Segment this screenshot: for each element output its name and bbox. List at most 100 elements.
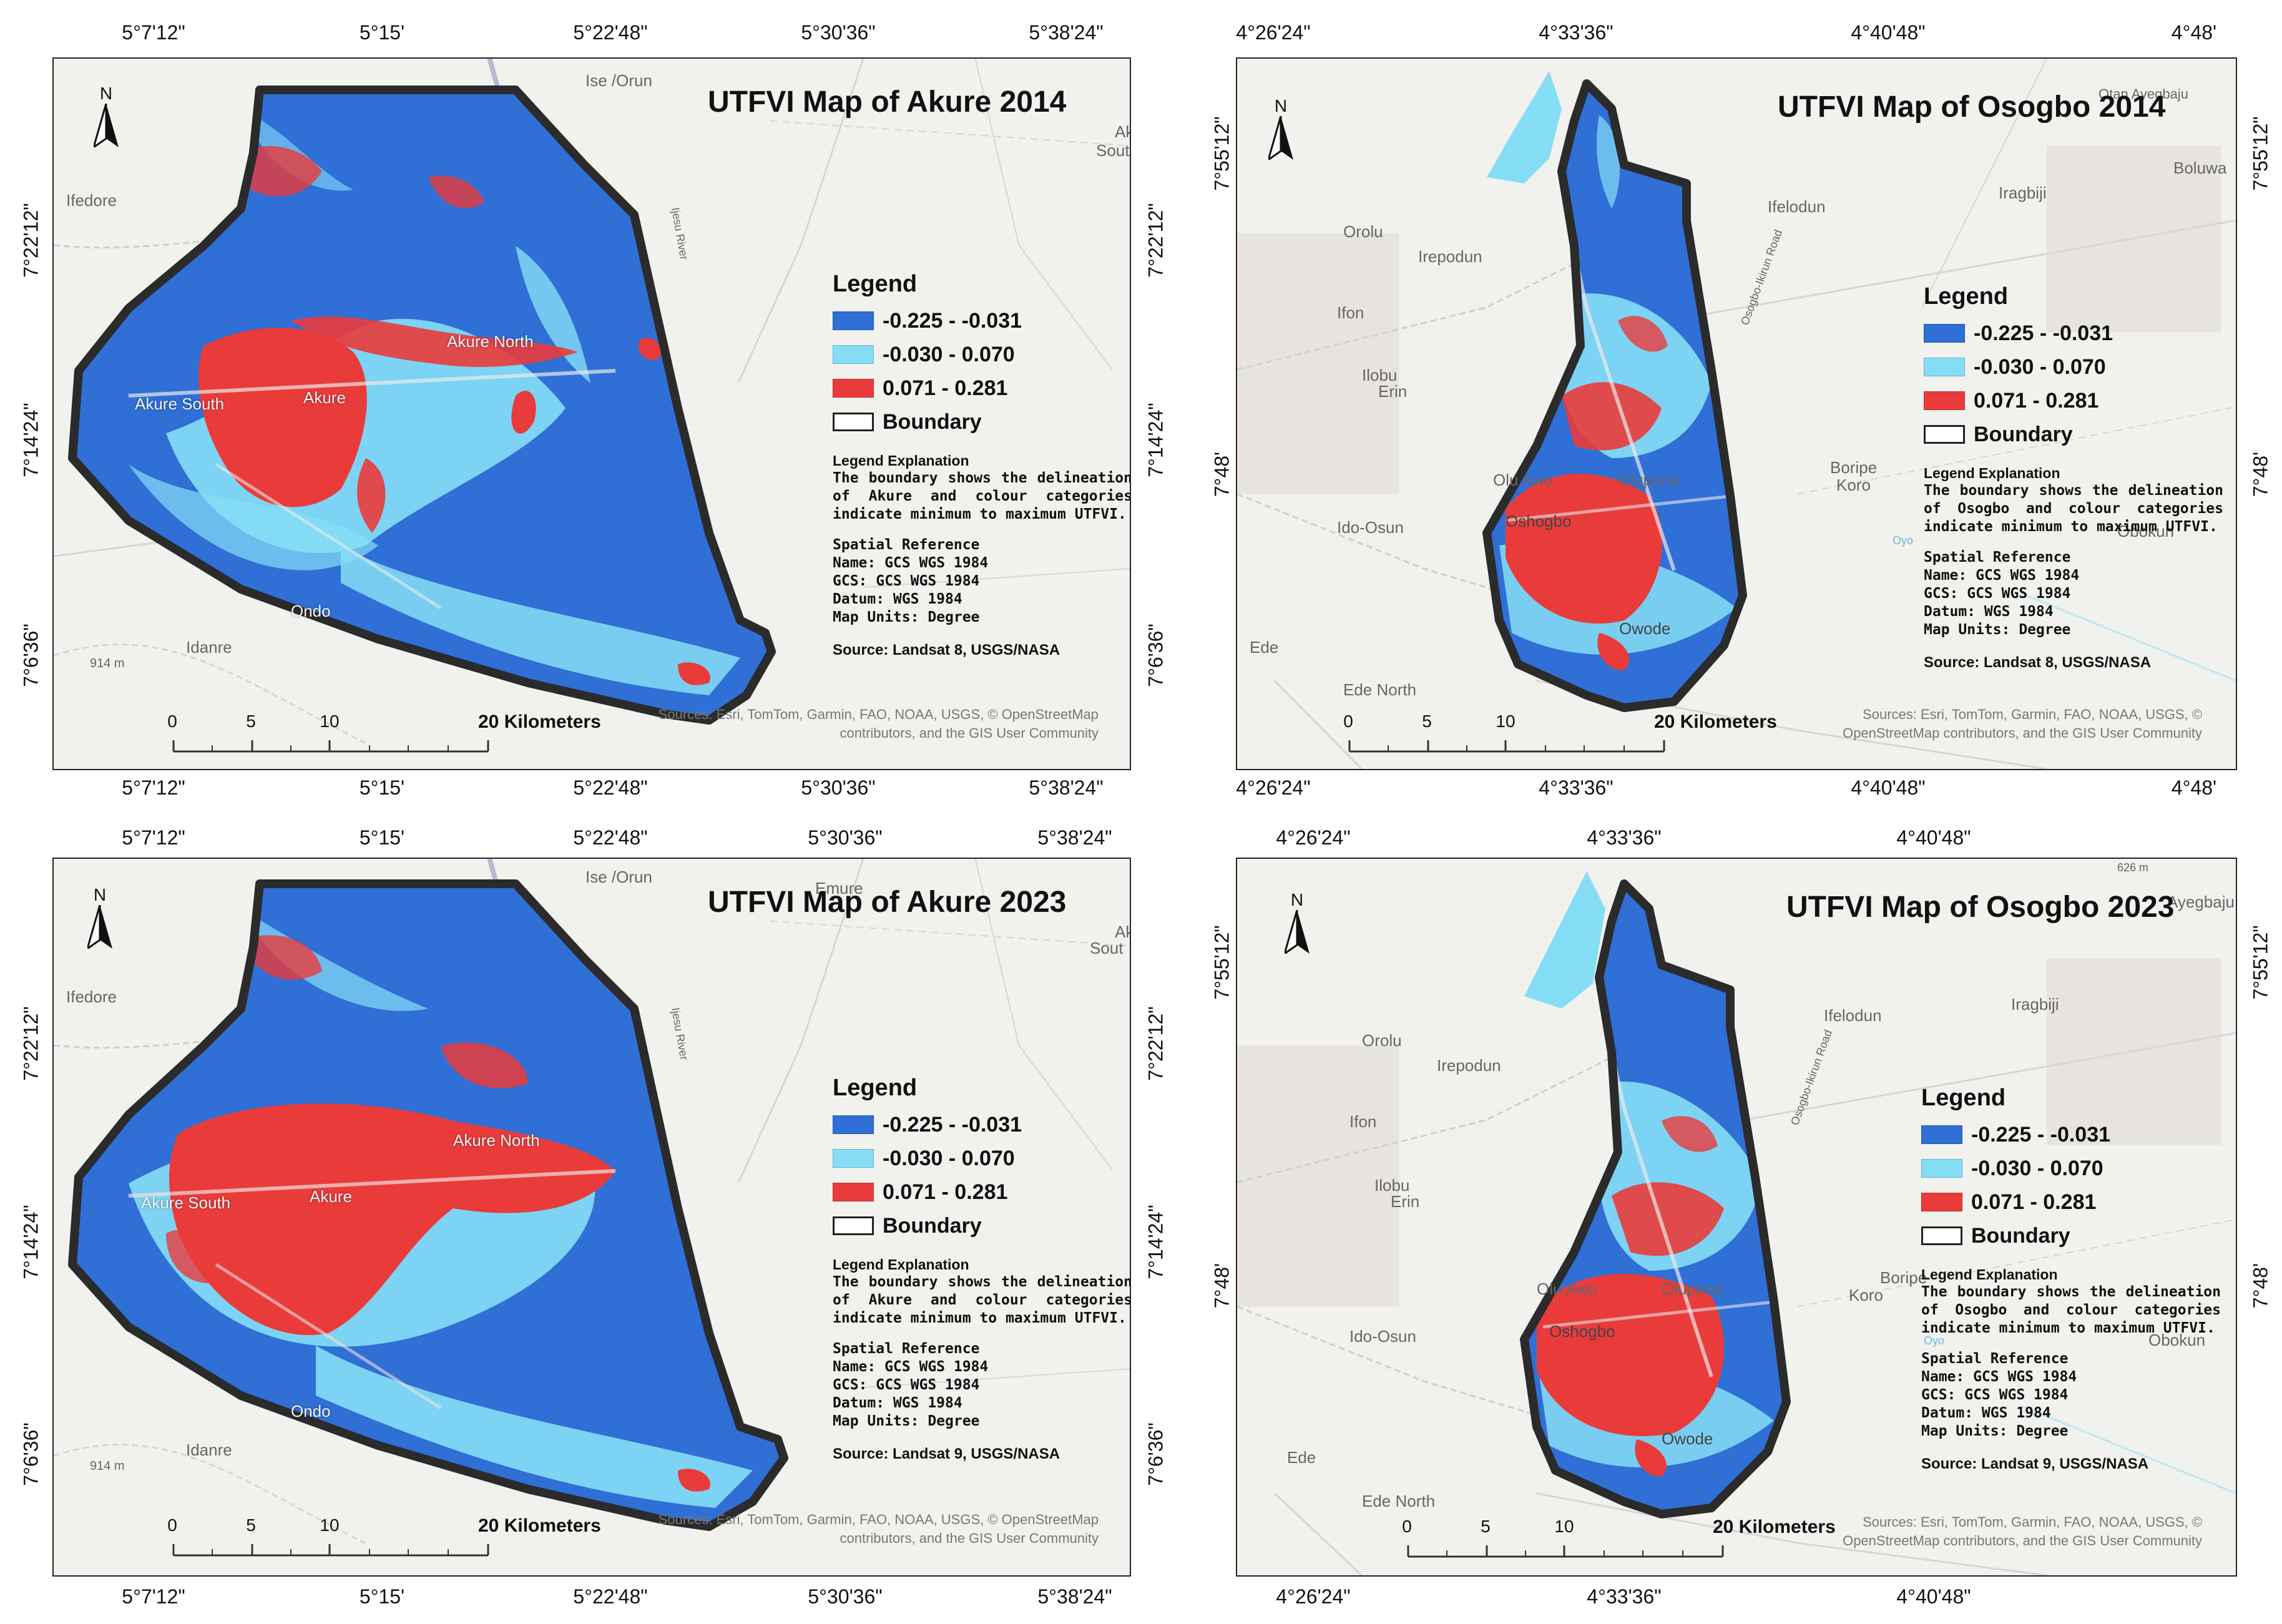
coord-top: 5°15' <box>359 21 405 44</box>
legend-explanation: The boundary shows the delineation of Os… <box>1924 482 2223 535</box>
coord-top: 5°30'36" <box>808 826 883 849</box>
place-label: Olu Awo <box>1493 471 1554 489</box>
coord-bottom: 4°40'48" <box>1851 776 1926 799</box>
legend-item-mid: -0.030 - 0.070 <box>833 338 1130 371</box>
scale-label: 5 <box>1422 712 1432 731</box>
legend-label: -0.225 - -0.031 <box>1974 321 2113 345</box>
coord-right: 7°22'12" <box>1144 1006 1167 1081</box>
legend-item-boundary: Boundary <box>1921 1219 2221 1253</box>
spatial-reference: Spatial Reference Name: GCS WGS 1984 GCS… <box>833 536 1130 627</box>
coord-top: 4°48' <box>2171 21 2217 44</box>
place-label: Orolu <box>1343 222 1383 241</box>
place-label: Ise /Orun <box>585 868 652 886</box>
scale-graphic <box>172 740 489 753</box>
scale-label: 0 <box>167 712 177 731</box>
map-attribution: Sources: Esri, TomTom, Garmin, FAO, NOAA… <box>658 1512 1099 1546</box>
scale-label: 0 <box>1343 712 1353 731</box>
data-source: Source: Landsat 8, USGS/NASA <box>833 642 1060 658</box>
coord-left: 7°6'36" <box>19 624 42 687</box>
legend-title: Legend <box>1921 1085 2006 1111</box>
place-label: Akure <box>303 388 346 407</box>
place-label: Akure North <box>453 1131 540 1150</box>
coord-right: 7°22'12" <box>1144 203 1167 278</box>
spatial-units: Map Units: Degree <box>1921 1423 2069 1439</box>
swatch-low <box>1924 324 1965 343</box>
spatial-gcs: GCS: GCS WGS 1984 <box>833 573 980 589</box>
spatial-reference: Spatial Reference Name: GCS WGS 1984 GCS… <box>833 1340 1130 1431</box>
place-label: Ondo <box>291 602 331 620</box>
swatch-boundary <box>833 1216 874 1235</box>
place-label: 914 m <box>90 657 125 670</box>
legend-item-mid: -0.030 - 0.070 <box>833 1142 1130 1175</box>
place-label: Olupona <box>1662 1279 1723 1298</box>
spatial-name: Name: GCS WGS 1984 <box>1921 1369 2077 1385</box>
place-label: Ise /Orun <box>585 71 652 90</box>
legend-label: -0.030 - 0.070 <box>883 1146 1015 1170</box>
place-label: Ilobu <box>1362 366 1398 384</box>
scale-unit: 20 Kilometers <box>478 712 601 732</box>
coord-bottom: 5°15' <box>359 1585 405 1608</box>
data-source: Source: Landsat 9, USGS/NASA <box>833 1445 1060 1462</box>
north-arrow: N <box>1262 96 1300 171</box>
legend-explanation-title: Legend Explanation <box>833 1256 969 1273</box>
swatch-high <box>833 379 874 398</box>
swatch-low <box>1921 1125 1962 1144</box>
utfvi-raster <box>1482 71 1747 712</box>
coord-top: 5°38'24" <box>1029 21 1104 44</box>
coord-top: 5°22'48" <box>573 21 648 44</box>
spatial-units: Map Units: Degree <box>1924 622 2071 638</box>
legend-explanation-title: Legend Explanation <box>833 452 969 469</box>
coord-top: 5°15' <box>359 826 405 849</box>
coord-right: 7°55'12" <box>2249 116 2272 191</box>
spatial-reference: Spatial Reference Name: GCS WGS 1984 GCS… <box>1921 1350 2221 1441</box>
legend-item-low: -0.225 - -0.031 <box>1921 1118 2221 1152</box>
scale-bar: 0 5 10 20 Kilometers <box>167 712 601 761</box>
place-label: Oyo <box>1893 534 1914 547</box>
legend-label: 0.071 - 0.281 <box>1974 388 2099 413</box>
coord-bottom: 4°33'36" <box>1539 776 1614 799</box>
legend-explanation: The boundary shows the delineation of Ak… <box>833 1274 1131 1326</box>
scale-unit: 20 Kilometers <box>478 1515 601 1536</box>
coord-top: 5°38'24" <box>1037 826 1112 849</box>
legend-item-boundary: Boundary <box>1924 418 2223 451</box>
spatial-gcs: GCS: GCS WGS 1984 <box>1921 1387 2069 1403</box>
spatial-reference-title: Spatial Reference <box>1921 1351 2069 1367</box>
legend-item-low: -0.225 - -0.031 <box>833 1108 1130 1142</box>
swatch-mid <box>833 1149 874 1168</box>
place-label: Ifedore <box>66 987 117 1006</box>
north-arrow: N <box>81 885 119 960</box>
place-label: Otan Ayegbaju <box>2098 86 2188 102</box>
place-label: Olupona <box>1618 471 1680 489</box>
place-label: Erin <box>1378 382 1408 401</box>
map-frame: Ise /Orun Emure Ak Sout Ifedore Akure No… <box>52 858 1131 1577</box>
data-source: Source: Landsat 8, USGS/NASA <box>1924 654 2152 671</box>
coord-top: 4°40'48" <box>1851 21 1926 44</box>
swatch-high <box>833 1183 874 1201</box>
place-label: Ak <box>1115 922 1130 941</box>
coord-top: 5°22'48" <box>573 826 648 849</box>
legend-title: Legend <box>833 1075 918 1101</box>
legend-item-high: 0.071 - 0.281 <box>1921 1185 2221 1219</box>
legend-title: Legend <box>1924 283 2009 310</box>
scale-label: 10 <box>1496 712 1516 731</box>
coord-right: 7°6'36" <box>1144 1422 1167 1486</box>
coord-bottom: 5°7'12" <box>122 776 185 799</box>
place-label: Iragbiji <box>1999 183 2047 202</box>
legend-item-boundary: Boundary <box>833 1209 1130 1243</box>
spatial-name: Name: GCS WGS 1984 <box>1924 567 2080 584</box>
swatch-boundary <box>1924 425 1965 444</box>
place-label: Owode <box>1662 1429 1713 1448</box>
coord-bottom: 5°38'24" <box>1029 776 1104 799</box>
coord-top: 4°33'36" <box>1587 826 1662 849</box>
north-arrow-icon <box>1285 910 1310 954</box>
place-label: Emure <box>815 879 863 898</box>
coord-bottom: 4°33'36" <box>1587 1585 1662 1608</box>
north-arrow: N <box>1278 890 1316 965</box>
place-label: Idanre <box>186 1441 232 1459</box>
legend-explanation: The boundary shows the delineation of Ak… <box>833 470 1131 522</box>
coord-right: 7°6'36" <box>1144 624 1167 687</box>
scale-label: 5 <box>246 712 256 731</box>
scale-graphic <box>1348 740 1665 753</box>
legend-label: Boundary <box>883 409 982 434</box>
swatch-high <box>1924 391 1965 410</box>
